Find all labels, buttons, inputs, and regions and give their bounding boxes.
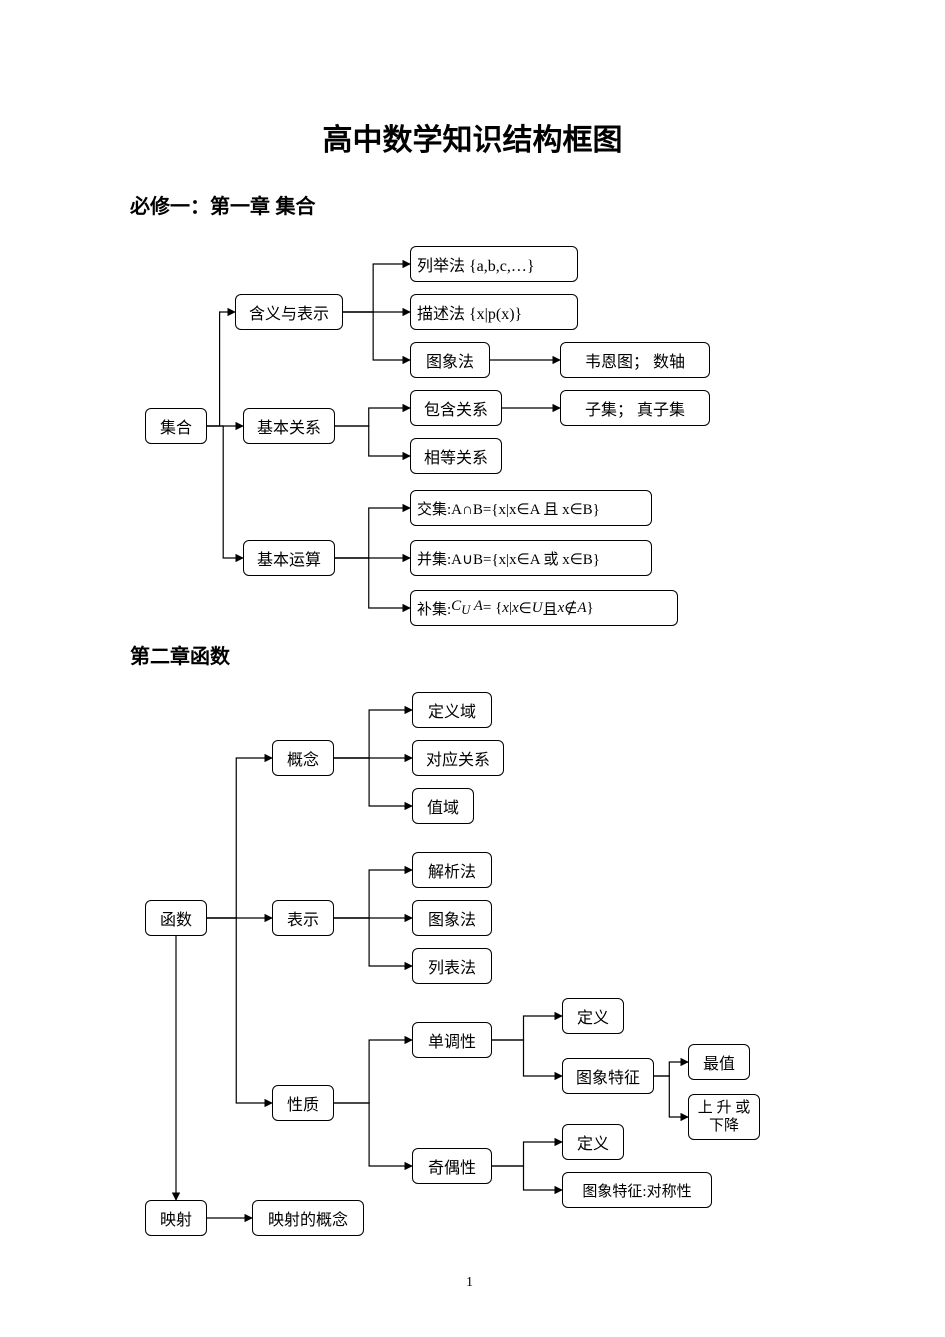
node-d2-graph: 图象法 bbox=[412, 900, 492, 936]
node-d2-mono: 单调性 bbox=[412, 1022, 492, 1058]
node-d2-def2: 定义 bbox=[562, 1124, 624, 1160]
node-d2-def1: 定义 bbox=[562, 998, 624, 1034]
node-d2-table: 列表法 bbox=[412, 948, 492, 984]
node-d1-desc: 描述法 {x|p(x)} bbox=[410, 294, 578, 330]
node-d1-relation: 基本关系 bbox=[243, 408, 335, 444]
node-d1-meaning: 含义与表示 bbox=[235, 294, 343, 330]
connector-layer bbox=[0, 0, 945, 1337]
node-d1-cap: 交集:A∩B={x|x∈A 且 x∈B} bbox=[410, 490, 652, 526]
node-d2-corr: 对应关系 bbox=[412, 740, 504, 776]
node-d2-parity: 奇偶性 bbox=[412, 1148, 492, 1184]
node-d2-func: 函数 bbox=[145, 900, 207, 936]
node-d2-repr: 表示 bbox=[272, 900, 334, 936]
node-d1-set: 集合 bbox=[145, 408, 207, 444]
node-d1-comp: 补集: CU A = {x | x∈U 且 x∉A} bbox=[410, 590, 678, 626]
node-d2-map: 映射 bbox=[145, 1200, 207, 1236]
node-d1-graphic: 图象法 bbox=[410, 342, 490, 378]
node-d2-domain: 定义域 bbox=[412, 692, 492, 728]
node-d2-max: 最值 bbox=[688, 1044, 750, 1080]
node-d1-subset: 包含关系 bbox=[410, 390, 502, 426]
node-d1-operation: 基本运算 bbox=[243, 540, 335, 576]
node-d2-symm: 图象特征:对称性 bbox=[562, 1172, 712, 1208]
node-d2-analy: 解析法 bbox=[412, 852, 492, 888]
node-d1-equal: 相等关系 bbox=[410, 438, 502, 474]
node-d2-mapc: 映射的概念 bbox=[252, 1200, 364, 1236]
node-d1-cup: 并集:A∪B={x|x∈A 或 x∈B} bbox=[410, 540, 652, 576]
node-d2-updown: 上 升 或 下降 bbox=[688, 1094, 760, 1140]
node-d1-venn: 韦恩图； 数轴 bbox=[560, 342, 710, 378]
node-d1-subset2: 子集； 真子集 bbox=[560, 390, 710, 426]
node-d2-gfeat: 图象特征 bbox=[562, 1058, 654, 1094]
node-d1-enum: 列举法 {a,b,c,…} bbox=[410, 246, 578, 282]
node-d2-range: 值域 bbox=[412, 788, 474, 824]
node-d2-concept: 概念 bbox=[272, 740, 334, 776]
page-number: 1 bbox=[466, 1275, 473, 1291]
node-d2-prop: 性质 bbox=[272, 1085, 334, 1121]
